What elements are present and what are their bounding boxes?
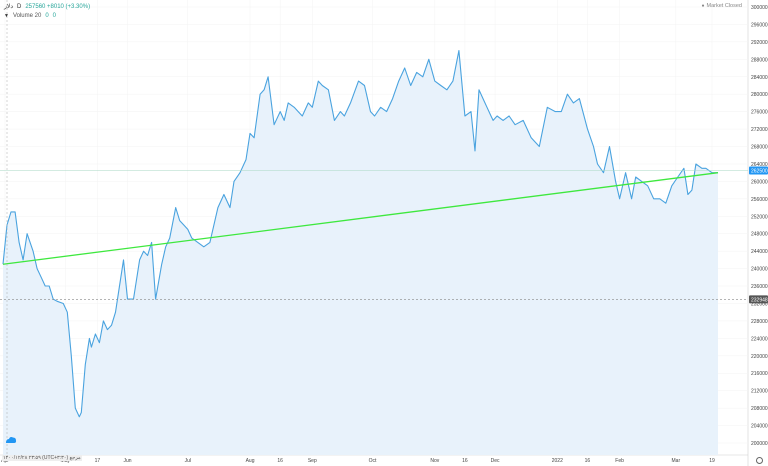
tradingview-logo-icon[interactable] [5,436,17,444]
last-price-badge: 262500 [751,169,768,175]
x-tick-label: Jul [185,458,191,464]
x-tick-label: 2022 [552,458,563,464]
x-tick-label: Apr [1,458,9,464]
x-tick-label: Feb [615,458,624,464]
y-tick-label: 280000 [751,92,768,98]
timezone-label[interactable]: ۱۴۰۰/۱۲/۲۸ ۲۳:۵۹ (UTC+۳:۳۰) مرجع [2,455,82,461]
y-tick-label: 216000 [751,371,768,377]
y-tick-label: 300000 [751,5,768,11]
x-tick-label: Oct [369,458,377,464]
y-tick-label: 244000 [751,249,768,255]
legend-volume-row[interactable]: ▼ Volume 20 0 0 [4,12,90,21]
y-tick-label: 260000 [751,179,768,185]
area-fill-path [3,50,718,455]
y-tick-label: 292000 [751,40,768,46]
y-tick-label: 220000 [751,354,768,360]
last-price-badge-bg [749,166,768,175]
x-tick-label: Sep [308,458,317,464]
x-tick-label: 17 [95,458,101,464]
x-tick-label: Nov [430,458,439,464]
reference-price-badge-bg [749,295,768,304]
y-tick-label: 240000 [751,267,768,273]
volume-label: Volume 20 [12,13,42,19]
y-tick-label: 200000 [751,441,768,447]
dot-icon: ● [701,3,705,9]
x-axis[interactable]: Apr May 17 Jun Jul Aug 16 Sep Oct Nov 16 Dec 2022 16 F… [1,458,715,464]
x-tick-label: 16 [462,458,468,464]
y-tick-label: 232000 [751,301,768,307]
y-tick-label: 272000 [751,127,768,133]
x-tick-label: 16 [277,458,283,464]
market-status: ● Market Closed [702,3,743,9]
trend-line-path[interactable] [2,172,719,265]
chevron-down-icon[interactable]: ▼ [4,13,9,19]
market-status-label: Market Closed [706,3,742,9]
y-tick-label: 256000 [751,197,768,203]
x-tick-label: Aug [246,458,255,464]
price-line [2,50,718,418]
reference-line [0,0,748,455]
symbol-label[interactable]: دلار [4,4,13,10]
y-tick-label: 208000 [751,406,768,412]
x-tick-label: May [61,458,71,464]
y-tick-label: 248000 [751,232,768,238]
y-tick-label: 236000 [751,284,768,290]
x-tick-label: Mar [672,458,681,464]
price-badges: 262500 232948 [749,166,768,304]
y-tick-label: 284000 [751,75,768,81]
volume-value: 0 [45,13,49,19]
y-tick-label: 296000 [751,22,768,28]
chart-legend: دلار D 257560 +8010 (+3.30%) ▼ Volume 20… [4,3,90,21]
price-series [2,50,718,418]
x-tick-label: Jun [123,458,131,464]
y-axis[interactable]: 200000 204000 208000 212000 216000 220000 2240… [751,5,768,447]
price-change-label: 257560 +8010 (+3.30%) [25,4,91,10]
y-tick-label: 264000 [751,162,768,168]
reference-price-badge: 232948 [751,297,768,303]
legend-main-row[interactable]: دلار D 257560 +8010 (+3.30%) [4,3,90,12]
y-tick-label: 276000 [751,110,768,116]
area-fill [3,50,718,455]
trend-line[interactable] [2,172,719,265]
y-tick-label: 212000 [751,389,768,395]
y-tick-label: 224000 [751,336,768,342]
volume-value-2: 0 [52,13,56,19]
y-tick-label: 204000 [751,424,768,430]
interval-label[interactable]: D [17,4,22,10]
x-tick-label: Dec [491,458,500,464]
y-tick-label: 288000 [751,57,768,63]
x-tick-label: 16 [585,458,591,464]
settings-icon[interactable] [756,457,763,464]
x-tick-label: 19 [709,458,715,464]
y-tick-label: 228000 [751,319,768,325]
y-tick-label: 268000 [751,145,768,151]
y-tick-label: 252000 [751,214,768,220]
